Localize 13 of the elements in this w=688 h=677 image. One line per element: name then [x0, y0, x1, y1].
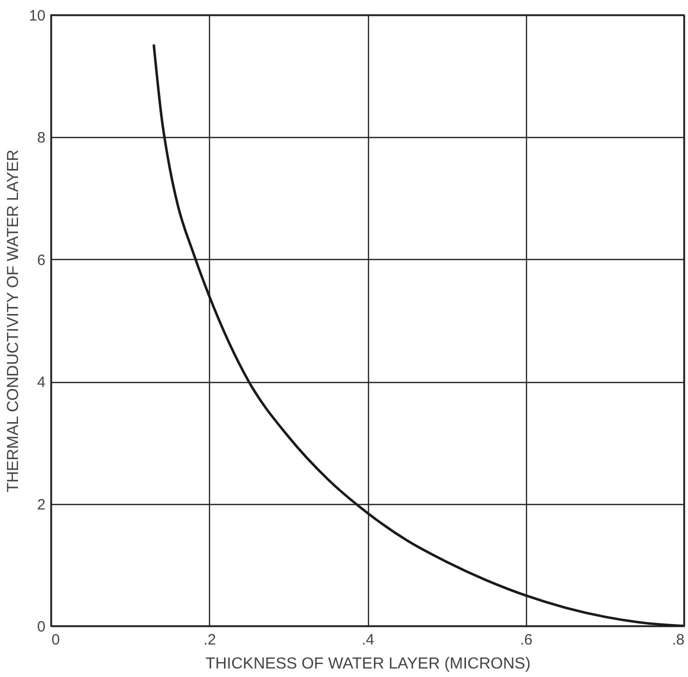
y-axis-title: THERMAL CONDUCTIVITY OF WATER LAYER	[4, 150, 22, 492]
y-tick-label: 4	[37, 374, 46, 392]
y-tick-label: 2	[37, 496, 46, 514]
x-tick-label: .6	[520, 632, 533, 648]
y-tick-label: 6	[37, 252, 46, 269]
x-tick-label: .2	[203, 632, 216, 648]
x-axis-title: THICKNESS OF WATER LAYER (MICRONS)	[205, 656, 531, 672]
x-tick-label: .4	[362, 632, 374, 648]
x-tick-label: 0	[52, 632, 60, 648]
y-tick-label: 0	[37, 618, 46, 636]
y-tick-label: 10	[28, 8, 46, 24]
x-tick-label: .8	[672, 632, 684, 648]
y-tick-label: 8	[37, 130, 46, 147]
